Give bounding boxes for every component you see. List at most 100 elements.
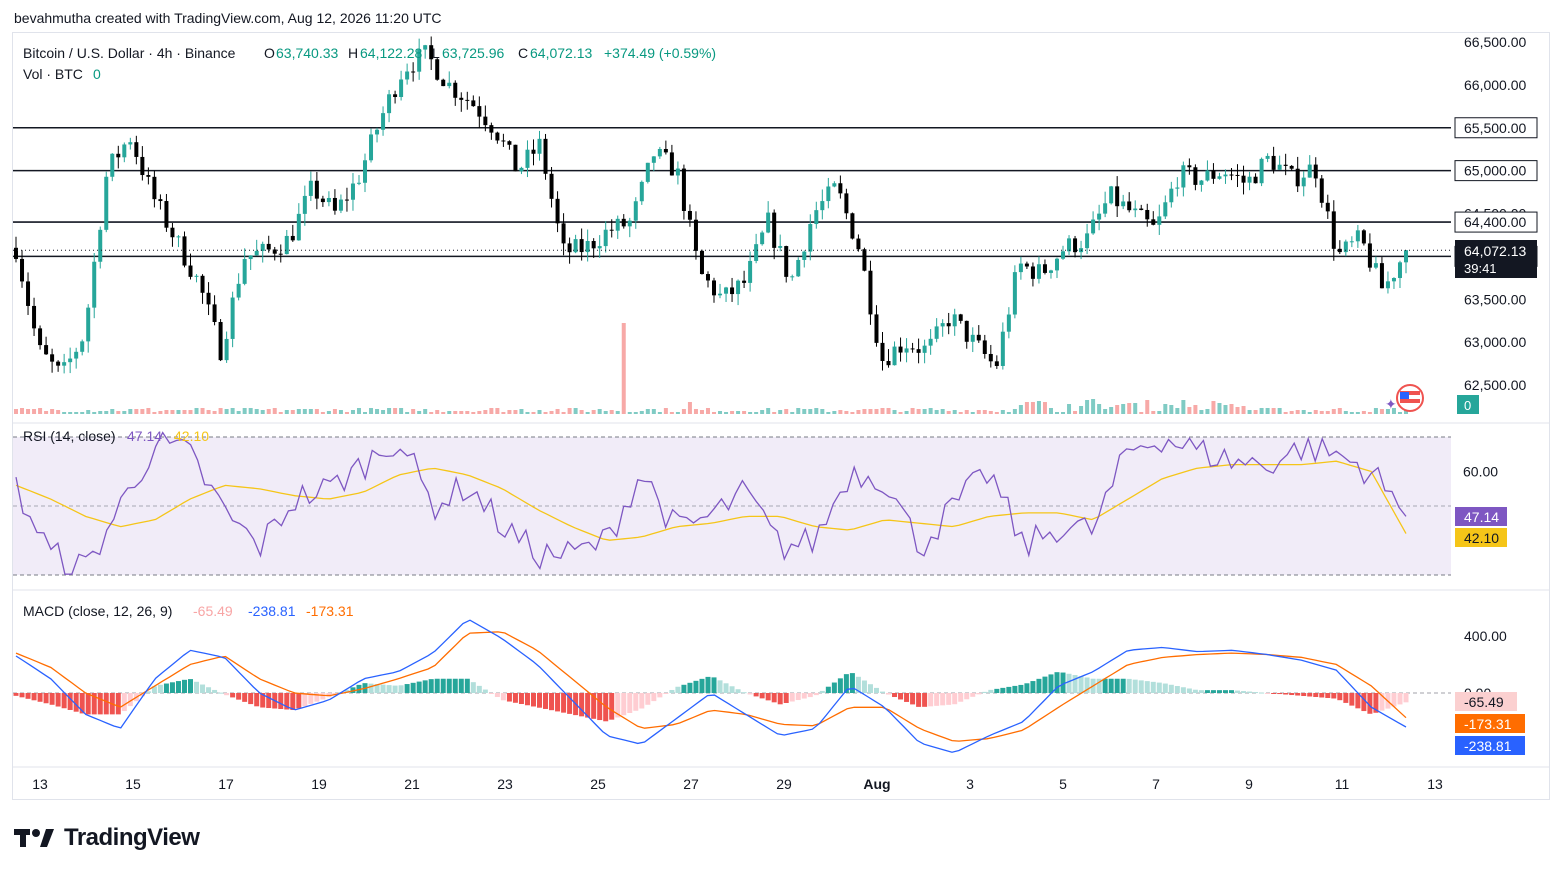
volume-bar [104, 411, 109, 414]
macd-hist-bar [37, 693, 43, 702]
candle-body [1133, 208, 1138, 211]
candle-body [645, 162, 650, 182]
candle-body [736, 280, 741, 295]
macd-hist-bar [416, 681, 422, 693]
macd-hist-bar [1337, 693, 1343, 701]
candle-body [441, 79, 446, 87]
volume-bar [14, 409, 18, 414]
volume-bar [892, 410, 897, 414]
macd-hist-bar [1331, 693, 1337, 699]
volume-bar [928, 408, 933, 414]
macd-hist-bar [1114, 678, 1120, 693]
candle-body [687, 210, 692, 220]
volume-bar [140, 409, 145, 414]
rsi-label: RSI (14, close) [23, 428, 116, 444]
candle-body [1085, 233, 1090, 249]
candle-body [724, 287, 729, 294]
candle-body [958, 314, 963, 321]
volume-bar [1048, 408, 1053, 414]
volume-bar [1036, 401, 1041, 414]
volume-bar [1103, 409, 1108, 414]
macd-hist-bar [1048, 674, 1054, 693]
tradingview-logo[interactable]: TradingView [14, 824, 200, 852]
volume-bar [874, 409, 879, 414]
candle-body [1097, 213, 1102, 220]
legend-high-label: H [348, 45, 358, 61]
candle-body [465, 99, 470, 101]
candle-body [868, 270, 873, 315]
candle-body [176, 236, 181, 238]
candle-body [772, 212, 777, 248]
macd-hist-bar [1144, 681, 1150, 693]
rsi-ma-badge-value: 42.10 [1464, 530, 1499, 546]
candle-body [910, 348, 915, 350]
candle-body [1151, 219, 1156, 225]
volume-bar [1373, 408, 1378, 414]
macd-hist-bar [603, 693, 609, 722]
volume-bar [1193, 405, 1198, 414]
volume-bar [284, 410, 289, 414]
volume-bar [344, 412, 349, 414]
macd-hist-bar [488, 693, 494, 694]
volume-bar [405, 412, 410, 414]
macd-hist-bar [1313, 693, 1319, 697]
candle-body [1163, 202, 1168, 217]
macd-hist-bar [1174, 686, 1180, 693]
volume-bar [441, 412, 446, 414]
macd-hist-bar [1042, 676, 1048, 693]
candle-body [1127, 201, 1132, 211]
time-tick: 3 [966, 776, 974, 792]
volume-bar [110, 409, 115, 414]
candle-body [116, 153, 121, 158]
volume-bar [988, 411, 993, 414]
macd-hist-bar [1012, 685, 1018, 693]
volume-bar [1163, 404, 1168, 414]
candle-body [393, 94, 398, 98]
macd-hist-bar [567, 693, 573, 714]
candle-body [170, 227, 175, 238]
candle-body [447, 82, 452, 87]
macd-hist-bar [31, 693, 37, 701]
level-badge [1454, 211, 1538, 233]
candle-body [1235, 174, 1240, 176]
time-tick: 9 [1245, 776, 1253, 792]
macd-hist-bar [290, 693, 296, 711]
volume-bar [1325, 411, 1330, 414]
volume-bar [1024, 402, 1029, 414]
volume-bar [543, 412, 548, 414]
macd-hist-bar [645, 693, 651, 705]
macd-hist-bar [332, 693, 338, 695]
candle-body [1054, 258, 1059, 271]
candle-body [718, 293, 723, 296]
candle-body [302, 195, 307, 214]
volume-bar [435, 410, 440, 414]
volume-bar [814, 408, 819, 414]
price-tick: 63,000.00 [1464, 334, 1526, 350]
macd-hist-bar [747, 693, 753, 695]
volume-bar [609, 410, 614, 414]
volume-bar [567, 408, 572, 414]
us-flag-events-icon[interactable] [1396, 384, 1424, 412]
macd-hist-bar [1018, 684, 1024, 693]
rsi-badge [1455, 507, 1507, 526]
candle-body [471, 100, 476, 107]
macd-hist-bar [428, 679, 434, 693]
candle-body [68, 358, 73, 363]
time-tick: 5 [1059, 776, 1067, 792]
candle-body [1175, 187, 1180, 189]
macd-hist-bar [928, 693, 934, 707]
candle-body [50, 354, 55, 362]
candle-body [712, 280, 717, 296]
candle-body [128, 142, 133, 145]
volume-bar [483, 410, 488, 414]
volume-bar [375, 409, 380, 414]
macd-hist-bar [55, 693, 61, 707]
candle-body [603, 229, 608, 247]
macd-hist-bar [759, 693, 765, 699]
volume-bar [952, 410, 957, 414]
volume-bar [266, 409, 271, 414]
macd-hist-bar [1379, 693, 1385, 711]
candle-body [212, 304, 217, 323]
macd-hist-bar [91, 693, 97, 715]
